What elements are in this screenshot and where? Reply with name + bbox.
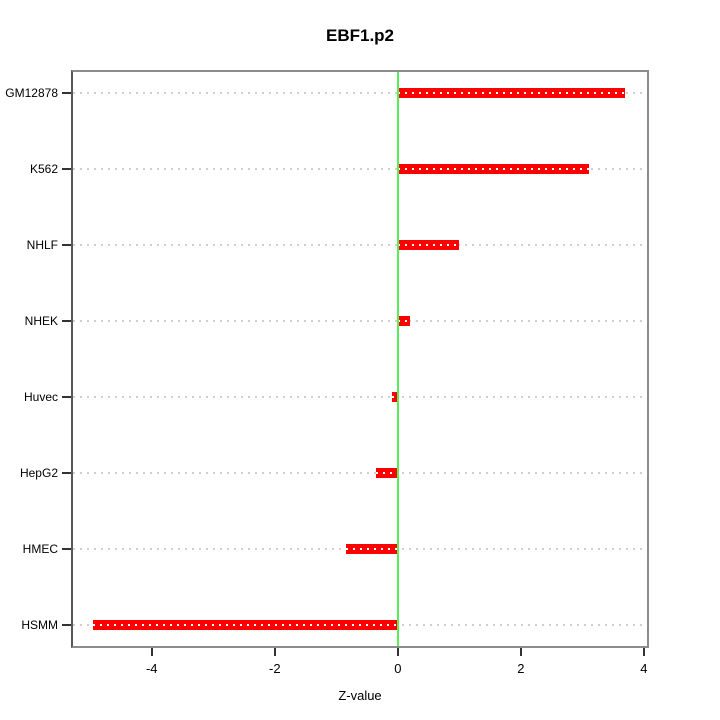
x-axis-tick-label: -4 <box>145 661 158 676</box>
x-axis-tick-label: -2 <box>269 661 281 676</box>
bar-center-dash <box>397 168 589 171</box>
y-axis-tick <box>62 320 71 323</box>
bar-nhlf <box>397 240 460 251</box>
grid-line <box>73 92 647 95</box>
category-label-hepg2: HepG2 <box>19 465 58 480</box>
category-label-huvec: Huvec <box>23 389 58 404</box>
y-axis-tick <box>62 547 71 550</box>
bar-hmec <box>345 543 398 554</box>
y-axis-tick <box>62 244 71 247</box>
category-label-nhlf: NHLF <box>26 238 58 253</box>
bar-center-dash <box>397 92 626 95</box>
grid-line <box>73 244 647 247</box>
x-axis-title: Z-value <box>338 688 382 703</box>
x-axis-tick <box>519 648 522 656</box>
x-axis-tick-label: 2 <box>517 661 525 676</box>
category-label-k562: K562 <box>29 162 58 177</box>
category-label-hmec: HMEC <box>22 541 58 556</box>
bar-center-dash <box>345 547 398 550</box>
bar-center-dash <box>376 471 398 474</box>
grid-line <box>73 320 647 323</box>
plot-area <box>71 70 649 648</box>
bar-hsmm <box>93 619 398 630</box>
bar-k562 <box>397 164 589 175</box>
bar-center-dash <box>93 623 398 626</box>
bar-center-dash <box>397 320 411 323</box>
zero-line <box>396 72 399 646</box>
category-label-nhek: NHEK <box>24 314 58 329</box>
grid-line <box>73 168 647 171</box>
bar-center-dash <box>397 244 460 247</box>
bar-gm12878 <box>397 88 626 99</box>
x-axis-tick <box>273 648 276 656</box>
chart-title: EBF1.p2 <box>325 26 395 45</box>
y-axis-tick <box>62 168 71 171</box>
y-axis-tick <box>62 623 71 626</box>
x-axis-tick-label: 4 <box>640 661 648 676</box>
x-axis-tick <box>642 648 645 656</box>
x-axis-tick-label: 0 <box>394 661 402 676</box>
x-axis-tick <box>396 648 399 656</box>
category-label-hsmm: HSMM <box>21 617 58 632</box>
bar-hepg2 <box>376 467 398 478</box>
bar-center-dash <box>391 395 398 398</box>
y-axis-tick <box>62 471 71 474</box>
bar-huvec <box>391 391 398 402</box>
x-axis-tick <box>150 648 153 656</box>
y-axis-tick <box>62 395 71 398</box>
grid-line <box>73 395 647 398</box>
grid-line <box>73 471 647 474</box>
category-label-gm12878: GM12878 <box>5 86 58 101</box>
bar-nhek <box>397 316 411 327</box>
y-axis-tick <box>62 92 71 95</box>
